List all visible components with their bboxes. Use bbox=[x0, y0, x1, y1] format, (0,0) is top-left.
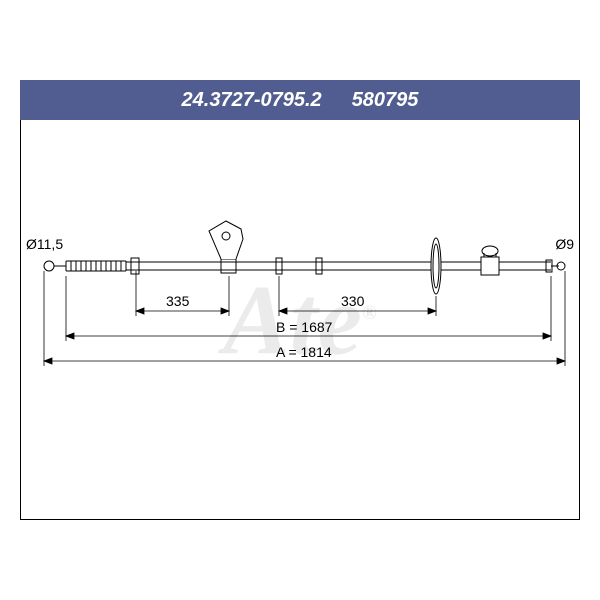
segment1-label: 335 bbox=[166, 293, 189, 309]
header-bar: 24.3727-0795.2 580795 bbox=[20, 80, 580, 120]
left-diameter-label: Ø11,5 bbox=[26, 236, 63, 252]
dim-b-label: B = 1687 bbox=[276, 319, 332, 335]
segment2-label: 330 bbox=[341, 293, 364, 309]
diagram-area: Ate® bbox=[21, 121, 579, 519]
diagram-frame: 24.3727-0795.2 580795 Ate® bbox=[20, 80, 580, 520]
ref-number: 580795 bbox=[352, 89, 419, 112]
part-number: 24.3727-0795.2 bbox=[182, 89, 322, 112]
dim-a-label: A = 1814 bbox=[276, 344, 332, 360]
right-diameter-label: Ø9 bbox=[555, 236, 574, 252]
